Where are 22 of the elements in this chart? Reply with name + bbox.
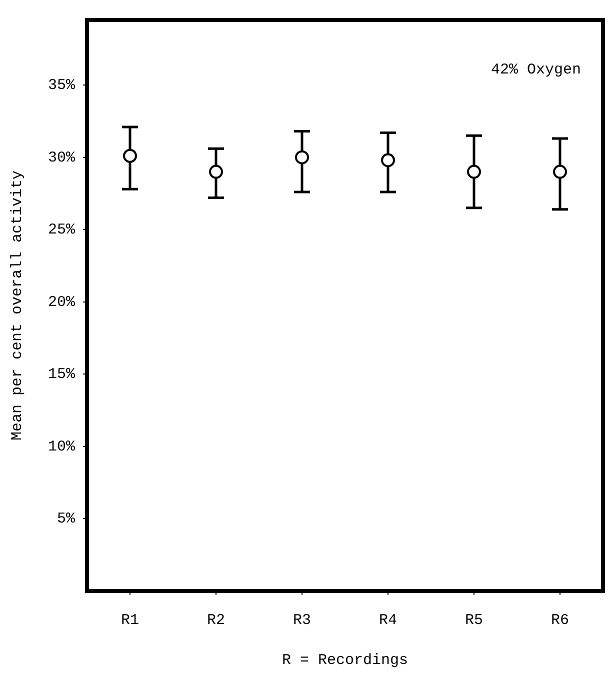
y-tick-label: 10% [48, 438, 76, 456]
y-tick-label: 30% [48, 149, 76, 166]
x-tick-label: R1 [120, 612, 140, 629]
x-tick-label: R5 [464, 612, 484, 629]
point [123, 148, 138, 163]
y-tick-label: 20% [48, 294, 76, 311]
x-axis-title: R = Recordings [282, 652, 408, 669]
point [467, 164, 481, 179]
x-tick-label: R2 [206, 612, 226, 629]
point [381, 153, 395, 168]
annotation: 42% Oxygen [490, 61, 581, 78]
x-tick-label: R3 [292, 612, 312, 629]
point [209, 164, 224, 179]
y-tick-label: 15% [48, 366, 76, 384]
y-tick-label: 25% [48, 222, 76, 239]
point [295, 150, 310, 164]
y-tick-label: 35% [48, 77, 76, 94]
point [553, 164, 567, 179]
x-tick-label: R4 [378, 612, 398, 629]
y-tick-label: 5% [56, 510, 76, 528]
x-tick-label: R6 [550, 612, 570, 629]
y-axis-title: Mean per cent overall activity [8, 170, 26, 441]
